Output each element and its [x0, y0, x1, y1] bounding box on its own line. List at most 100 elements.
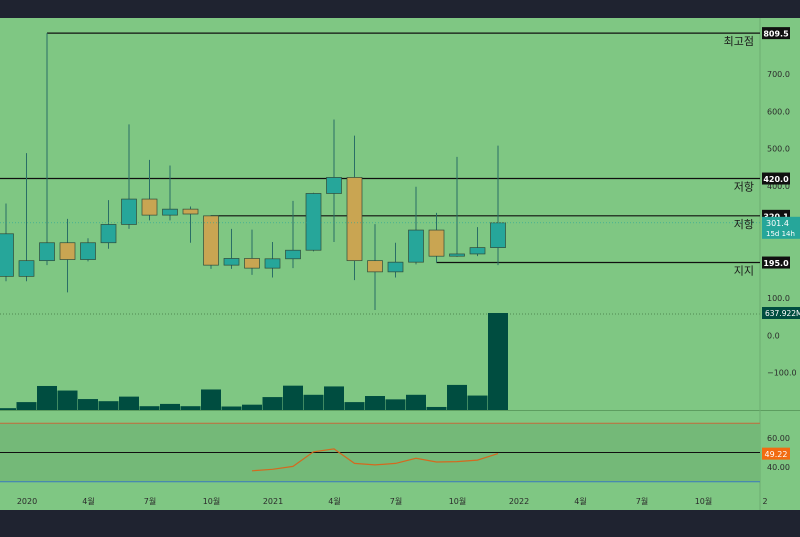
- volume-badge-label: 637.922M: [765, 309, 800, 318]
- volume-bar: [57, 390, 78, 410]
- volume-bar: [488, 313, 508, 410]
- price-tick-label: 700.0: [767, 70, 790, 79]
- volume-bar: [139, 406, 160, 410]
- bottom-bar: [0, 510, 800, 533]
- candle-bull: [100, 224, 117, 244]
- volume-layer: [0, 313, 508, 410]
- candle-bull: [469, 247, 486, 255]
- level-badge: [762, 27, 790, 40]
- volume-bar: [303, 394, 324, 410]
- rsi-tick-label: 60.00: [767, 434, 790, 443]
- current-price-label: 301.4: [766, 219, 789, 228]
- time-tick-label: 7월: [144, 496, 156, 506]
- volume-bar: [344, 402, 365, 410]
- rsi-line: [251, 448, 499, 472]
- level-annotation: 저항: [734, 218, 754, 231]
- candle-bull: [264, 258, 281, 269]
- price-tick-label: 400.0: [767, 182, 790, 191]
- candles-layer: [0, 33, 506, 310]
- volume-bar: [37, 385, 57, 410]
- candle-bear: [59, 242, 76, 260]
- candle-bull: [223, 258, 240, 266]
- time-tick-label: 4월: [82, 496, 94, 506]
- time-tick-label: 2020: [17, 497, 37, 506]
- volume-bar: [160, 403, 180, 410]
- volume-bar: [119, 396, 139, 410]
- volume-bar: [262, 397, 283, 410]
- volume-bar: [242, 404, 262, 410]
- level-annotation: 지지: [734, 265, 754, 278]
- time-tick-label: 7월: [636, 496, 648, 506]
- volume-bar: [221, 406, 242, 410]
- candle-bear: [203, 215, 219, 266]
- time-tick-label: 4월: [574, 496, 586, 506]
- candle-bull: [490, 222, 506, 248]
- price-tick-label: 500.0: [767, 145, 790, 154]
- candle-bear: [428, 229, 445, 257]
- countdown-label: 15d 14h: [766, 230, 795, 238]
- time-tick-label: 2: [762, 497, 767, 506]
- price-tick-label: 0.0: [767, 331, 780, 340]
- candle-bull: [121, 198, 137, 225]
- rsi-tick-label: 40.00: [767, 463, 790, 472]
- volume-bar: [365, 396, 385, 410]
- candle-bull: [387, 261, 404, 273]
- candle-bear: [141, 198, 158, 216]
- axes-layer: 700.0 600.0 500.0 400.0 100.0 0.0 −100.0 2020 4월…: [17, 70, 797, 506]
- volume-bar: [426, 406, 447, 410]
- current-price-badge: [762, 216, 800, 239]
- rsi-badge-label: 49.22: [765, 450, 788, 459]
- level-annotation: 최고점: [724, 35, 754, 48]
- candle-bull: [80, 242, 96, 260]
- level-badge-label: 420.0: [763, 175, 789, 184]
- time-tick-label: 7월: [390, 496, 402, 506]
- volume-bar: [98, 401, 119, 410]
- price-tick-label: −100.0: [767, 369, 797, 378]
- candle-bull: [18, 260, 35, 277]
- time-tick-label: 10월: [449, 496, 467, 506]
- level-annotation: 저항: [734, 181, 754, 194]
- volume-bar: [406, 394, 426, 410]
- time-tick-label: 2022: [509, 497, 529, 506]
- volume-badge: [762, 307, 800, 319]
- candle-bull: [449, 253, 465, 257]
- volume-bar: [385, 399, 406, 410]
- rsi-badge: [762, 447, 790, 460]
- volume-bar: [78, 399, 98, 410]
- top-bar: [0, 0, 800, 18]
- volume-bar: [467, 395, 488, 410]
- candle-bull: [285, 249, 301, 260]
- volume-bar: [0, 408, 16, 410]
- candle-bull: [162, 208, 178, 216]
- level-badge: [762, 172, 790, 185]
- price-tick-label: 600.0: [767, 107, 790, 116]
- time-tick-label: 4월: [328, 496, 340, 506]
- volume-bar: [16, 402, 37, 410]
- candle-bear: [182, 208, 199, 215]
- level-badge-label: 195.0: [763, 259, 789, 268]
- volume-bar: [180, 406, 201, 410]
- candle-bear: [367, 260, 383, 273]
- candle-bull: [0, 233, 14, 277]
- time-tick-label: 10월: [203, 496, 221, 506]
- candle-bull: [305, 193, 322, 251]
- candle-bear: [244, 258, 260, 269]
- rsi-pane: 60.00 40.00: [0, 422, 790, 483]
- candle-bull: [408, 229, 424, 263]
- price-tick-label: 100.0: [767, 294, 790, 303]
- time-tick-label: 10월: [695, 496, 713, 506]
- time-tick-label: 2021: [263, 497, 283, 506]
- volume-bar: [201, 389, 221, 410]
- volume-bar: [324, 386, 344, 410]
- candle-bear: [346, 177, 363, 262]
- volume-bar: [283, 385, 303, 410]
- candle-bull: [39, 242, 55, 262]
- level-badge-label: 809.5: [763, 30, 789, 39]
- volume-bar: [447, 384, 467, 410]
- candle-bull: [326, 177, 342, 194]
- level-badge: [762, 256, 790, 269]
